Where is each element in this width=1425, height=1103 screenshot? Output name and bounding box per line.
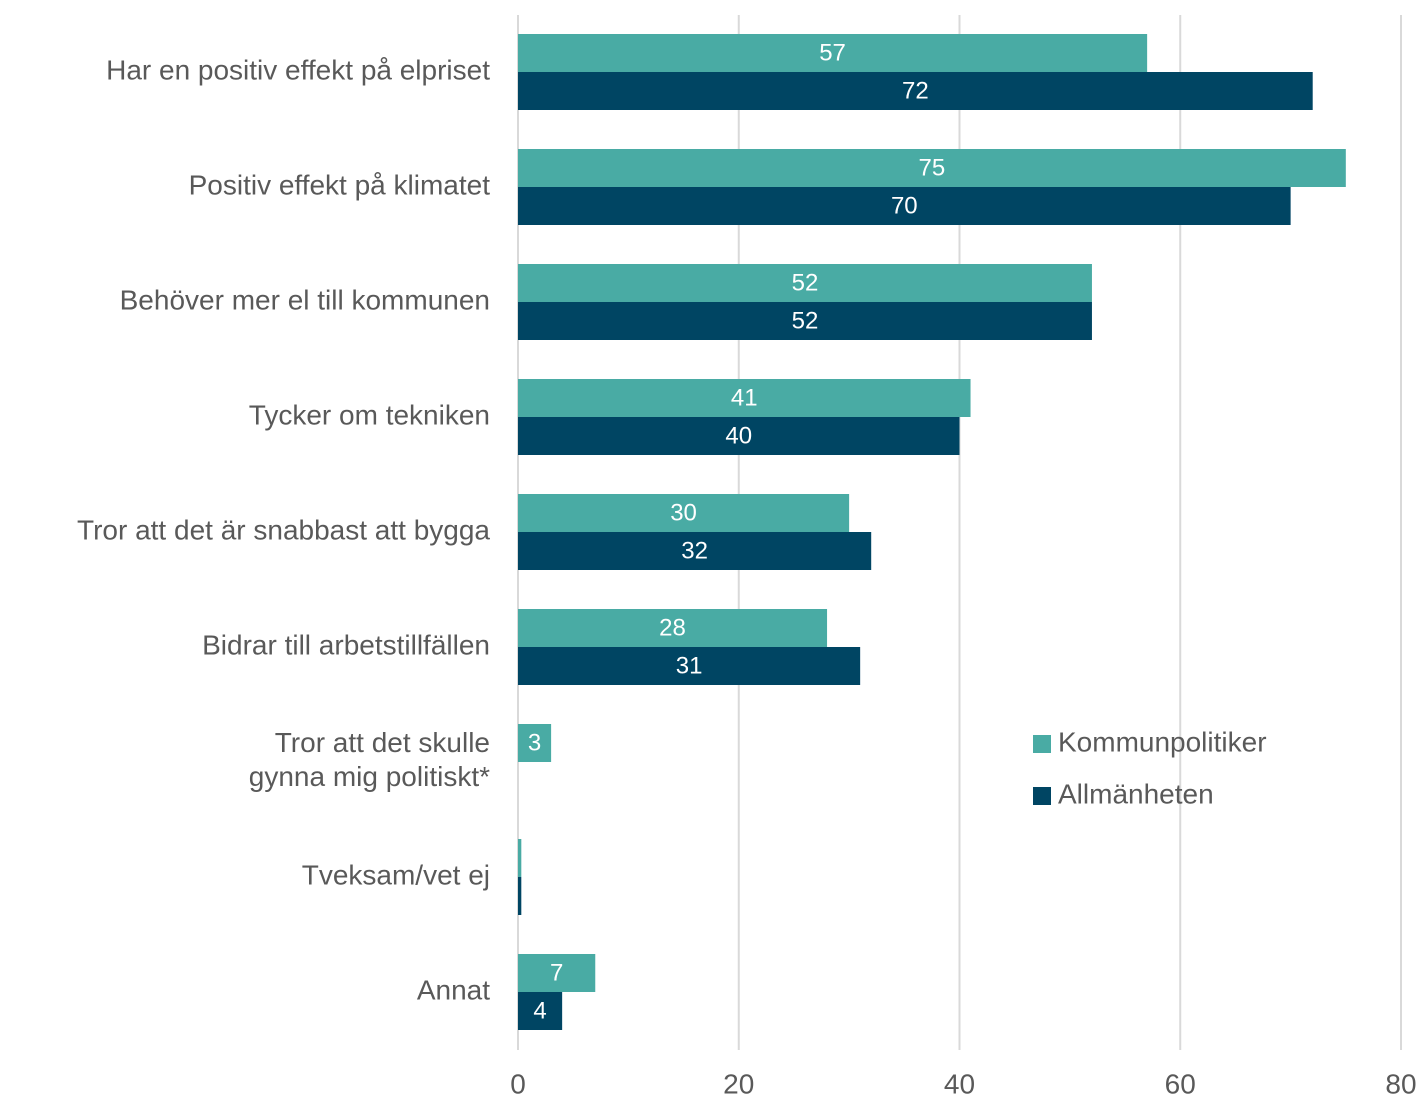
- bar: [518, 264, 1092, 302]
- bar: [518, 647, 861, 685]
- legend-label: Kommunpolitiker: [1058, 726, 1267, 757]
- data-label: 52: [792, 269, 819, 296]
- data-label: 57: [819, 39, 846, 66]
- x-tick-label: 60: [1165, 1068, 1196, 1099]
- bar: [518, 379, 971, 417]
- bar: [518, 839, 522, 877]
- y-tick-label: Positiv effekt på klimatet: [189, 169, 491, 200]
- bar: [518, 149, 1346, 187]
- y-tick-label: Annat: [417, 974, 490, 1005]
- data-label: 3: [528, 729, 541, 756]
- data-label: 40: [725, 422, 752, 449]
- bar: [518, 187, 1291, 225]
- bar: [518, 992, 563, 1030]
- y-tick-label: Tror att det är snabbast att bygga: [77, 514, 490, 545]
- x-tick-label: 20: [723, 1068, 754, 1099]
- data-label: 31: [676, 652, 703, 679]
- data-label: 32: [681, 537, 708, 564]
- data-label: 70: [891, 192, 918, 219]
- bar: [518, 72, 1313, 110]
- legend-swatch: [1033, 735, 1051, 753]
- data-label: 7: [550, 959, 563, 986]
- bar: [518, 877, 522, 915]
- bar: [518, 302, 1092, 340]
- x-tick-label: 80: [1385, 1068, 1416, 1099]
- y-tick-label: Tror att det skulle gynna mig politiskt*: [249, 727, 490, 792]
- y-tick-label: Bidrar till arbetstillfällen: [202, 629, 490, 660]
- data-label: 72: [902, 77, 929, 104]
- bar: [518, 724, 552, 762]
- bar: [518, 417, 960, 455]
- x-tick-label: 40: [944, 1068, 975, 1099]
- x-tick-label: 0: [510, 1068, 526, 1099]
- data-label: 41: [731, 384, 758, 411]
- y-tick-label: Tycker om tekniken: [249, 399, 490, 430]
- data-label: 52: [792, 307, 819, 334]
- legend-swatch: [1033, 787, 1051, 805]
- bar: [518, 34, 1148, 72]
- y-tick-label: Behöver mer el till kommunen: [120, 284, 490, 315]
- bar: [518, 954, 596, 992]
- data-label: 4: [533, 997, 546, 1024]
- legend-label: Allmänheten: [1058, 778, 1214, 809]
- y-tick-label: Tveksam/vet ej: [302, 859, 490, 890]
- bar: [518, 532, 872, 570]
- y-tick-label: Har en positiv effekt på elpriset: [106, 54, 490, 85]
- data-label: 75: [919, 154, 946, 181]
- data-label: 30: [670, 499, 697, 526]
- bar: [518, 494, 850, 532]
- data-label: 28: [659, 614, 686, 641]
- bar: [518, 609, 828, 647]
